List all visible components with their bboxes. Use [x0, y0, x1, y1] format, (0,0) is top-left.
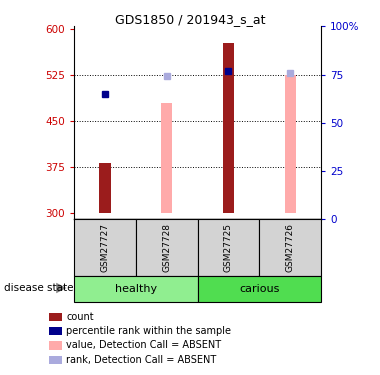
Text: healthy: healthy [115, 284, 157, 294]
Text: GSM27726: GSM27726 [286, 223, 295, 272]
Bar [259, 219, 321, 276]
Bar [198, 219, 259, 276]
Text: GSM27725: GSM27725 [224, 223, 233, 272]
Text: percentile rank within the sample: percentile rank within the sample [66, 326, 231, 336]
Bar [74, 276, 198, 302]
Bar [285, 75, 296, 213]
Text: carious: carious [239, 284, 280, 294]
Bar [136, 219, 198, 276]
Bar [223, 43, 234, 213]
Text: disease state: disease state [4, 283, 73, 293]
Text: GDS1850 / 201943_s_at: GDS1850 / 201943_s_at [115, 13, 265, 26]
Bar [198, 276, 321, 302]
Text: value, Detection Call = ABSENT: value, Detection Call = ABSENT [66, 340, 222, 350]
Text: count: count [66, 312, 94, 322]
Text: rank, Detection Call = ABSENT: rank, Detection Call = ABSENT [66, 355, 217, 364]
Bar [100, 163, 111, 213]
Polygon shape [56, 283, 66, 293]
Text: GSM27727: GSM27727 [100, 223, 109, 272]
Text: GSM27728: GSM27728 [162, 223, 171, 272]
Bar [74, 219, 136, 276]
Bar [161, 103, 172, 213]
